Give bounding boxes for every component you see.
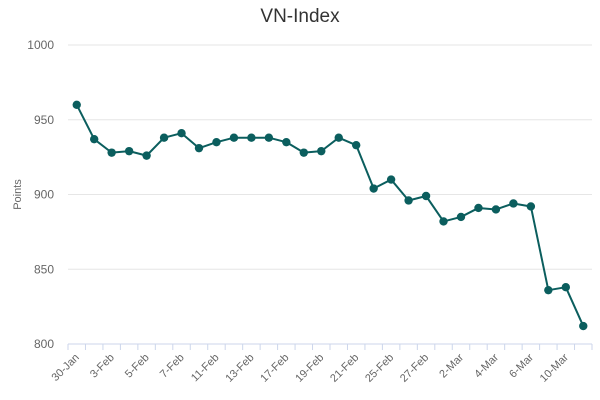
data-point [194,143,204,153]
data-point [177,129,186,138]
data-point [352,140,361,150]
data-point [579,321,588,331]
data-point [299,148,308,157]
data-point [229,133,239,142]
data-point [421,191,431,201]
y-tick-label: 950 [34,113,54,127]
data-point [509,199,518,208]
data-point [561,282,570,292]
data-point [264,133,274,142]
y-axis-title: Points [12,179,24,210]
data-point [142,151,151,160]
data-point [526,202,536,211]
y-tick-label: 800 [34,337,54,351]
data-point [124,146,134,156]
data-point [317,146,326,156]
axes [67,343,593,350]
x-tick-label: 10-Mar [538,351,571,384]
data-point [247,133,256,142]
data-point [404,196,413,205]
x-tick-label: 21-Feb [328,352,361,385]
data-point [90,134,99,144]
x-tick-label: 4-Mar [472,351,501,380]
x-tick-label: 7-Feb [158,352,187,381]
series-layer [72,100,588,331]
series-line [75,104,585,327]
data-point [159,133,169,142]
data-point [107,148,116,157]
x-tick-label: 25-Feb [363,352,396,385]
x-tick-label: 11-Feb [189,352,222,385]
tick-labels: 800 850 900 950 1000 30-Jan 3-Feb 5-Feb 7-Feb 11-… [12,38,571,385]
data-point [212,137,221,147]
data-point [456,212,466,222]
data-point [369,184,378,193]
gridlines [68,44,592,270]
x-tick-label: 5-Feb [123,352,152,381]
data-point [72,100,81,110]
x-tick-label: 30-Jan [50,352,82,384]
data-point [439,217,448,226]
x-tick-label: 27-Feb [398,352,431,385]
y-tick-label: 1000 [27,38,54,52]
x-tick-label: 17-Feb [258,352,291,385]
x-tick-label: 2-Mar [437,351,466,380]
data-point [544,285,553,295]
x-tick-label: 13-Feb [223,352,256,385]
x-tick-label: 19-Feb [293,352,326,385]
y-tick-label: 850 [34,262,54,276]
data-point [491,205,501,214]
data-point [474,203,483,213]
x-tick-label: 3-Feb [88,352,117,381]
data-point [386,175,396,184]
x-tick-label: 6-Mar [507,351,536,380]
y-tick-label: 900 [34,188,54,202]
data-point [282,137,291,147]
data-point [334,133,343,142]
chart-title: VN-Index [260,6,340,27]
